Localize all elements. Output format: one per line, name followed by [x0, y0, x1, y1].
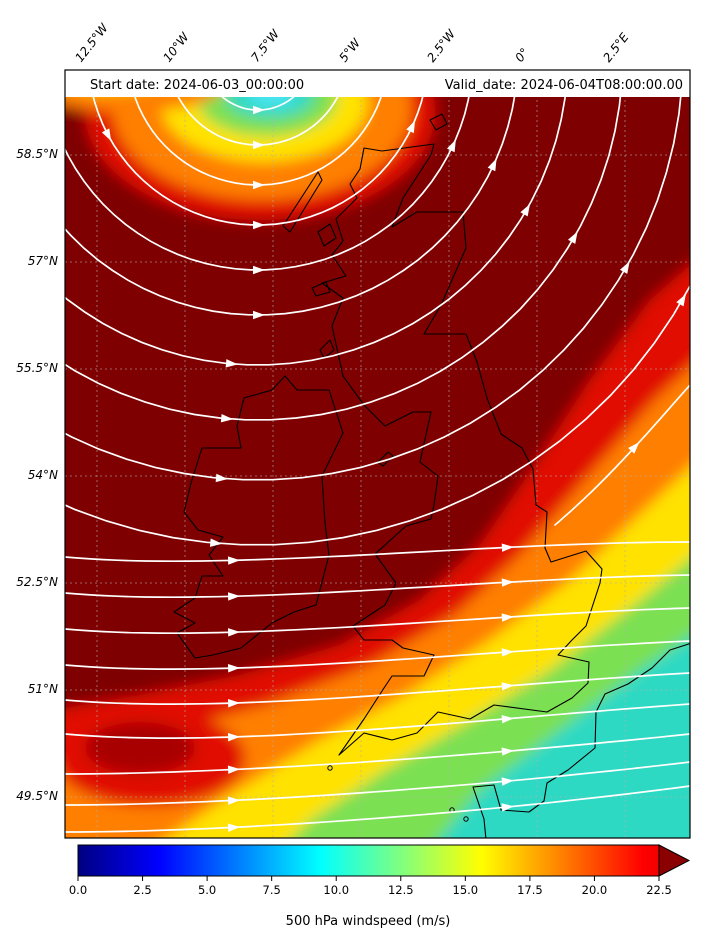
streamline-arrow	[225, 359, 238, 368]
coastline-island	[377, 451, 394, 467]
y-tick-label: 51°N	[27, 682, 58, 696]
streamline-arrow	[101, 128, 112, 141]
streamline-arrow	[501, 777, 514, 786]
streamline-arrow	[253, 140, 265, 150]
coastline-ireland	[173, 375, 344, 659]
streamline-arrow	[619, 261, 630, 274]
streamline-arrow	[406, 120, 416, 134]
streamline	[554, 384, 690, 526]
streamline-arrow	[253, 265, 265, 275]
streamline-arrow	[628, 442, 640, 454]
streamline-arrow	[209, 538, 223, 547]
date-annotation-bar	[65, 70, 690, 97]
y-tick-label: 49.5°N	[16, 789, 58, 803]
streamline-arrow	[227, 592, 241, 601]
streamline	[65, 541, 690, 563]
streamline-arrow	[227, 699, 241, 708]
streamline-arrow	[220, 413, 234, 423]
streamline	[65, 703, 690, 739]
streamline-arrow	[501, 803, 514, 812]
colorbar-tick-label: 2.5	[133, 883, 151, 897]
streamline-arrow	[227, 664, 241, 673]
streamline	[0, 0, 716, 545]
map-frame	[64, 69, 691, 839]
streamline	[65, 672, 690, 705]
streamline	[65, 640, 690, 670]
streamline	[65, 733, 690, 775]
streamline-arrow	[501, 682, 514, 691]
streamline-arrow	[253, 180, 265, 190]
streamline-arrow	[227, 732, 241, 742]
coastline-islet	[463, 816, 469, 822]
coastline-island	[282, 171, 323, 233]
streamline-arrow	[215, 473, 228, 483]
map-area	[0, 0, 716, 838]
streamline	[65, 785, 690, 833]
streamline-arrow	[253, 105, 265, 115]
y-tick-label: 54°N	[27, 468, 58, 482]
streamline-arrow	[227, 765, 241, 774]
streamline	[128, 70, 388, 186]
streamline	[65, 70, 624, 421]
streamline-arrow	[501, 648, 514, 657]
streamline-arrow	[227, 823, 241, 832]
streamline	[65, 70, 684, 481]
coastline-island	[317, 223, 337, 247]
y-tick-label: 52.5°N	[16, 575, 58, 589]
field-blob	[85, 722, 195, 774]
streamline-arrow	[501, 543, 514, 552]
streamline-arrow	[253, 220, 265, 230]
streamline-arrow	[520, 203, 530, 217]
colorbar: 0.0 2.5 5.0 7.5 10.0 12.5 15.0 17.5 20.0 22.5	[69, 844, 691, 897]
streamline-arrow	[227, 796, 241, 805]
streamline-arrow	[501, 747, 514, 756]
start-date-text: Start date: 2024-06-03_00:00:00	[90, 78, 304, 93]
colorbar-tick-label: 22.5	[646, 883, 672, 897]
colorbar-tick-label: 17.5	[517, 883, 543, 897]
coastline-island	[429, 113, 448, 131]
streamline-arrow	[487, 158, 497, 172]
streamline-arrow	[501, 715, 514, 724]
coastline-islet	[327, 765, 333, 771]
colorbar-tick-label: 5.0	[198, 883, 216, 897]
streamline	[65, 574, 690, 599]
colorbar-extend-arrow	[658, 844, 691, 877]
coastlines	[173, 113, 690, 838]
streamline-arrow	[253, 310, 265, 320]
field-band	[440, 637, 690, 838]
colorbar-tick-label: 0.0	[69, 883, 87, 897]
colorbar-tick-label: 7.5	[263, 883, 281, 897]
streamline-arrow	[501, 613, 514, 622]
coastline-island	[311, 281, 331, 297]
colorbar-bar	[77, 844, 660, 877]
streamline	[65, 70, 569, 366]
coastline-great-britain	[321, 143, 603, 756]
coastline-france	[472, 643, 690, 838]
streamline-arrow	[501, 578, 514, 587]
y-tick-label: 55.5°N	[16, 361, 58, 375]
streamline	[65, 70, 519, 316]
graticule	[65, 70, 690, 838]
coastline-island	[319, 339, 335, 359]
streamline-arrow	[567, 231, 578, 244]
streamline	[65, 70, 474, 271]
streamline	[65, 607, 690, 635]
colorbar-tick-label: 10.0	[323, 883, 349, 897]
streamline-arrow	[676, 293, 686, 307]
y-tick-label: 58.5°N	[16, 147, 58, 161]
colorbar-tick-label: 20.0	[582, 883, 608, 897]
streamline-arrow	[227, 628, 241, 637]
colorbar-tick-label: 15.0	[453, 883, 479, 897]
colorbar-axis-label: 500 hPa windspeed (m/s)	[286, 914, 451, 929]
streamline	[65, 761, 690, 806]
colorbar-tick-label: 12.5	[388, 883, 414, 897]
streamline-arrow	[446, 139, 456, 153]
streamline-arrow	[227, 556, 241, 565]
y-tick-label: 57°N	[27, 254, 58, 268]
valid-date-text: Valid_date: 2024-06-04T08:00:00.00	[445, 78, 683, 93]
